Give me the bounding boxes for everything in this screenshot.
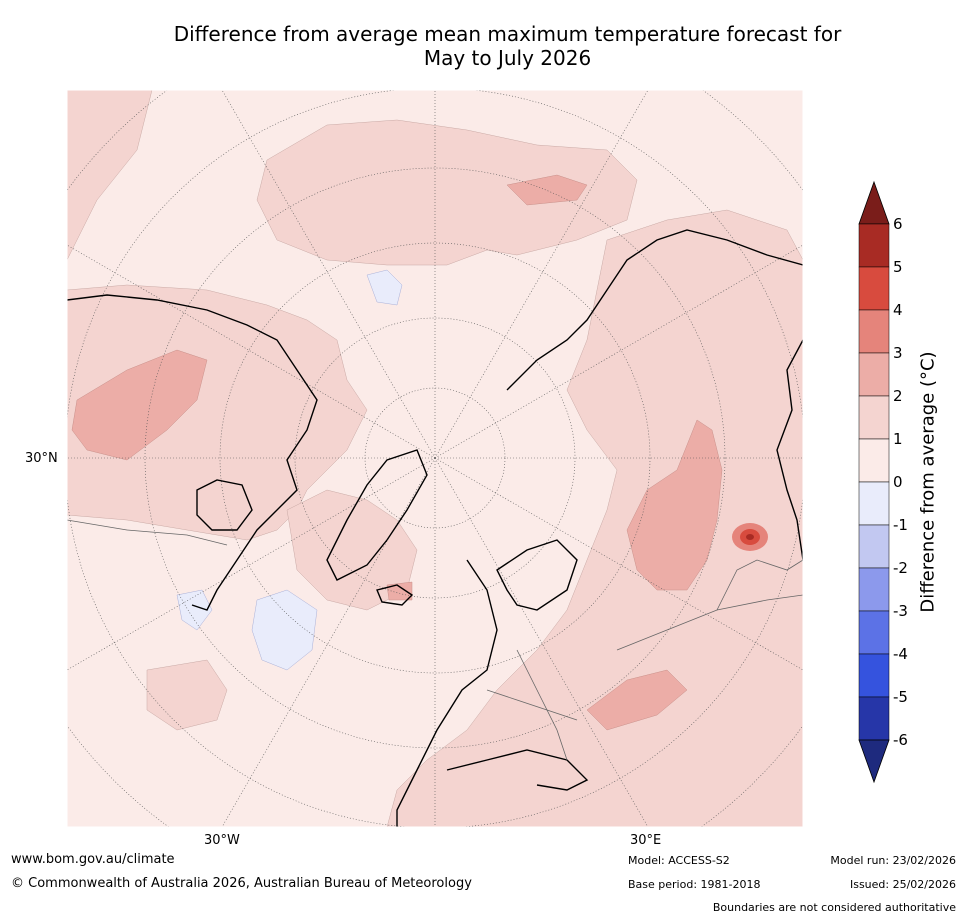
colorbar-tick-4: 4 xyxy=(893,301,903,319)
footer-copyright: © Commonwealth of Australia 2026, Austra… xyxy=(11,876,472,891)
colorbar-bin-1-0 xyxy=(858,438,890,483)
meridian-150w xyxy=(221,90,436,459)
zone-alaska-warm xyxy=(71,349,208,461)
coast-north-america xyxy=(67,294,318,611)
zone-greenland-sea xyxy=(286,489,418,611)
colorbar xyxy=(858,180,890,784)
footer-model: Model: ACCESS-S2 xyxy=(628,854,730,867)
footer-model-run: Model run: 23/02/2026 xyxy=(830,854,956,867)
latitude-label-30n: 30°N xyxy=(25,451,58,466)
colorbar-tick-0: 0 xyxy=(893,473,903,491)
anomaly-0-m1-zones xyxy=(176,269,403,671)
longitude-label-30e: 30°E xyxy=(630,833,662,848)
colorbar-tick-m3: -3 xyxy=(893,602,908,620)
coast-russia-arctic xyxy=(506,229,803,391)
colorbar-under-arrow xyxy=(858,739,890,784)
colorbar-bin-4-3 xyxy=(858,309,890,354)
coastlines xyxy=(67,229,803,827)
footer-issued: Issued: 25/02/2026 xyxy=(849,878,956,891)
colorbar-tick-m4: -4 xyxy=(893,645,908,663)
meridian-30w xyxy=(221,457,436,827)
colorbar-bin-6-5 xyxy=(858,223,890,268)
meridian-150e xyxy=(434,90,649,459)
border-europe-central xyxy=(486,689,578,721)
colorbar-tick-m2: -2 xyxy=(893,559,908,577)
colorbar-tick-5: 5 xyxy=(893,258,903,276)
colorbar-tick-1: 1 xyxy=(893,430,903,448)
coast-iceland xyxy=(376,584,414,606)
anomaly-2-3-zones xyxy=(71,174,723,731)
colorbar-tick-6: 6 xyxy=(893,215,903,233)
forecast-map xyxy=(66,89,804,828)
colorbar-tick-2: 2 xyxy=(893,387,903,405)
coast-greenland xyxy=(326,449,428,581)
colorbar-tick-m1: -1 xyxy=(893,516,908,534)
zone-north-pacific xyxy=(67,90,153,261)
footer-website[interactable]: www.bom.gov.au/climate xyxy=(11,852,175,867)
colorbar-bin-m3-m4 xyxy=(858,610,890,655)
latitude-circle-50 xyxy=(144,167,726,749)
longitude-label-30w: 30°W xyxy=(204,833,240,848)
colorbar-bin-m4-m5 xyxy=(858,653,890,698)
coast-hudson-bay xyxy=(196,479,253,531)
zone-pacific-cool xyxy=(176,589,213,631)
title-line-2: May to July 2026 xyxy=(423,46,592,70)
zone-atlantic-cool xyxy=(251,589,318,671)
graticule xyxy=(67,90,803,827)
zone-arctic-cool xyxy=(366,269,403,306)
border-canada-us xyxy=(67,519,228,546)
colorbar-bin-3-2 xyxy=(858,352,890,397)
anomaly-hotspot xyxy=(732,523,768,551)
colorbar-bin-0-m1 xyxy=(858,481,890,526)
hotspot-5-6 xyxy=(746,534,754,540)
zone-caspian-warm xyxy=(586,669,688,731)
chart-title: Difference from average mean maximum tem… xyxy=(0,22,965,70)
colorbar-label: Difference from average (°C) xyxy=(917,351,939,613)
meridian-120e xyxy=(434,244,803,459)
coast-europe xyxy=(396,559,498,827)
colorbar-over-arrow xyxy=(858,180,890,225)
zone-arctic-ocean xyxy=(256,119,638,266)
latitude-circle-70 xyxy=(294,317,576,599)
border-russia-china xyxy=(716,559,803,611)
zone-siberia xyxy=(386,209,803,827)
latitude-circle-60 xyxy=(219,242,651,674)
colorbar-tick-m6: -6 xyxy=(893,731,908,749)
colorbar-bin-5-4 xyxy=(858,266,890,311)
map-svg xyxy=(66,89,804,828)
colorbar-tick-m5: -5 xyxy=(893,688,908,706)
footer-base-period: Base period: 1981-2018 xyxy=(628,878,761,891)
coast-scandinavia xyxy=(496,539,578,611)
colorbar-bin-m2-m3 xyxy=(858,567,890,612)
title-line-1: Difference from average mean maximum tem… xyxy=(173,22,842,46)
zone-north-atlantic xyxy=(146,659,228,731)
colorbar-tick-3: 3 xyxy=(893,344,903,362)
coast-asia-east xyxy=(776,339,803,561)
colorbar-bin-m5-m6 xyxy=(858,696,890,741)
colorbar-bin-m1-m2 xyxy=(858,524,890,569)
footer-disclaimer: Boundaries are not considered authoritat… xyxy=(712,901,956,914)
meridian-120w xyxy=(67,244,436,459)
colorbar-bin-2-1 xyxy=(858,395,890,440)
zone-central-asia-warm xyxy=(626,419,723,591)
meridian-30e xyxy=(434,457,649,827)
country-borders xyxy=(67,519,803,761)
zone-east-siberian-sea xyxy=(506,174,588,206)
